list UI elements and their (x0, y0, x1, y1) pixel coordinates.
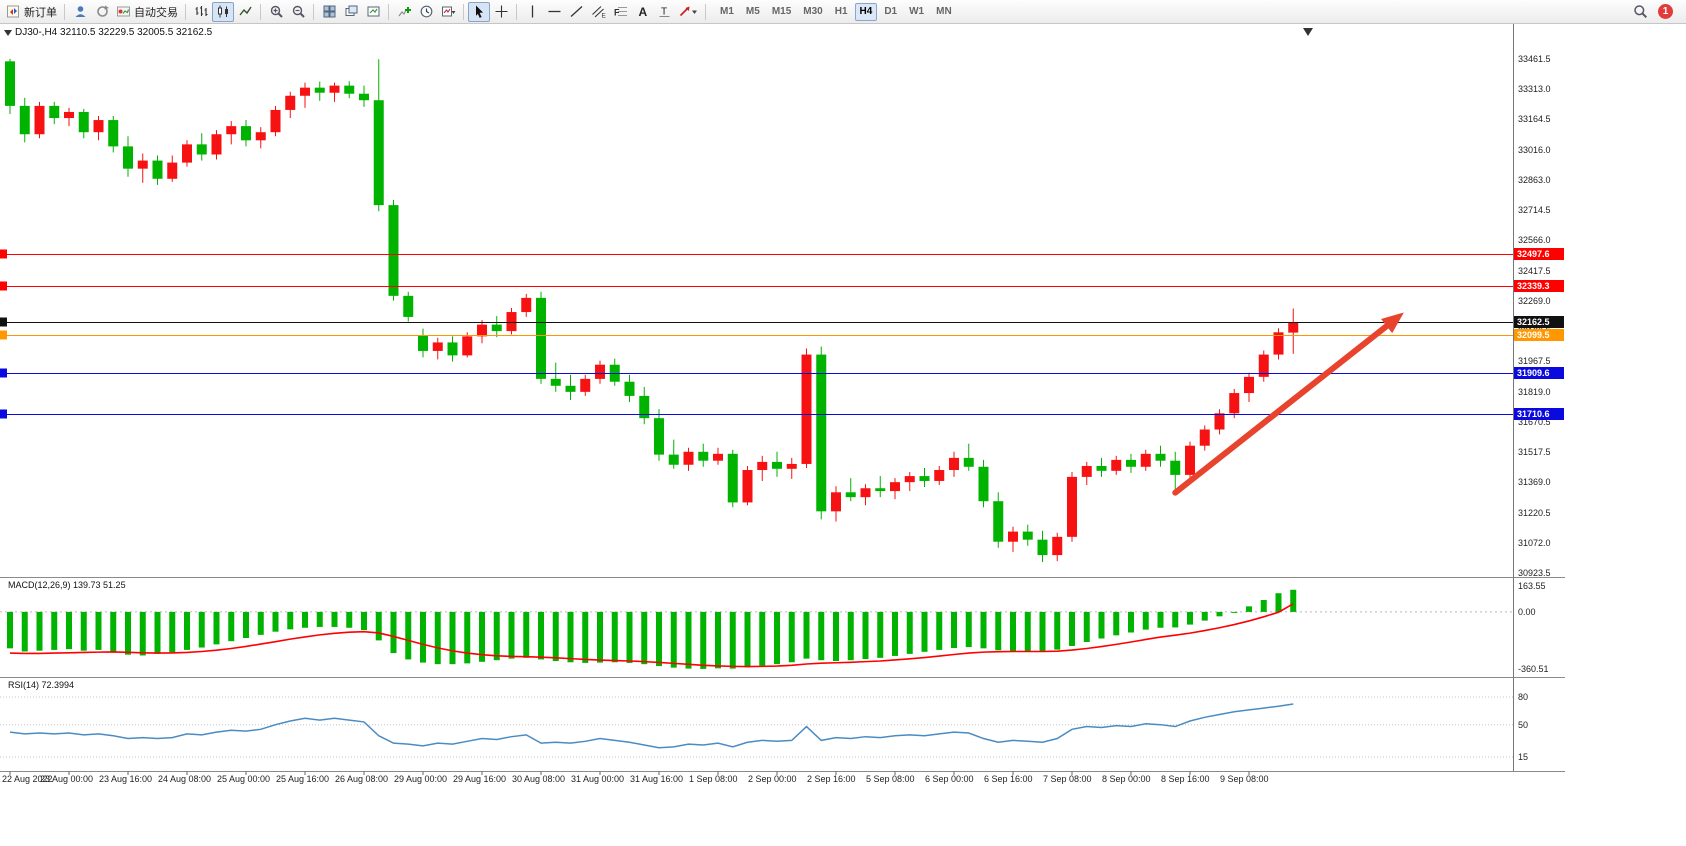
templates-button[interactable] (437, 2, 459, 22)
bar-chart-button[interactable] (190, 2, 212, 22)
channel-icon: E (591, 6, 606, 20)
toolbar-separator (463, 3, 464, 20)
cursor-icon (475, 5, 483, 18)
vertical-line-button[interactable] (521, 2, 543, 22)
cursor-button[interactable] (468, 1, 490, 22)
text-letter: A (638, 5, 647, 19)
search-button[interactable] (1629, 2, 1651, 22)
horizontal-line-button[interactable] (543, 2, 565, 22)
bar-chart-icon (195, 6, 207, 16)
autotrade-label: 自动交易 (134, 6, 178, 19)
templates-icon (441, 6, 455, 17)
text-icon: A (638, 5, 647, 19)
tile-windows-button[interactable] (318, 2, 340, 22)
fibonacci-button[interactable]: F (609, 2, 631, 22)
toolbar-separator (516, 3, 517, 20)
annotations (1172, 28, 1404, 496)
candlesticks (5, 58, 1299, 562)
refresh-icon (96, 5, 109, 17)
trend-arrow-head[interactable] (1381, 312, 1404, 334)
person-icon (75, 6, 85, 17)
line-chart-icon (238, 6, 252, 16)
new-order-icon (7, 5, 19, 18)
panel-frame (0, 24, 1565, 772)
autotrade-button[interactable]: 自动交易 (113, 2, 181, 22)
trendline-button[interactable] (565, 2, 587, 22)
zoom-in-button[interactable] (265, 2, 287, 22)
fibonacci-letter: F (614, 8, 620, 18)
trend-arrow-annotation[interactable] (1172, 321, 1392, 496)
channel-button[interactable]: E (587, 2, 609, 22)
candlestick-chart-icon (217, 5, 228, 18)
notification-badge[interactable]: 1 (1658, 4, 1673, 19)
macd-panel (0, 589, 1513, 669)
indicators-button[interactable] (393, 2, 415, 22)
crosshair-icon (495, 5, 507, 18)
new-order-label: 新订单 (24, 6, 57, 19)
price-tag[interactable]: 31909.6 (1514, 367, 1564, 380)
arrows-tool-icon (679, 6, 697, 17)
cascade-windows-button[interactable] (340, 2, 362, 22)
toolbar-separator (185, 3, 186, 20)
data-refresh-button[interactable] (91, 2, 113, 22)
label-icon: T (659, 7, 669, 18)
autotrade-icon (117, 6, 130, 17)
text-button[interactable]: A (631, 2, 653, 22)
timeframe-button-m5[interactable]: M5 (745, 6, 760, 17)
timeframe-button-w1[interactable]: W1 (909, 6, 925, 17)
time-axis-ticks (9, 771, 1250, 775)
toolbar-separator (705, 3, 706, 20)
price-tag-current[interactable]: 32162.5 (1514, 316, 1564, 329)
candlestick-chart-button[interactable] (212, 1, 234, 22)
toolbar-separator (260, 3, 261, 20)
arrows-tool-button[interactable] (675, 2, 701, 22)
price-tag[interactable]: 32339.3 (1514, 280, 1564, 293)
indicators-icon (398, 7, 411, 17)
community-button[interactable] (69, 2, 91, 22)
timeframe-button-m15[interactable]: M15 (771, 6, 792, 17)
zoom-out-icon (292, 5, 305, 18)
timeframe-group: M1 M5 M15 M30 H1 H4 D1 W1 MN (714, 2, 958, 21)
channel-letter: E (601, 13, 606, 20)
timeframe-button-m1[interactable]: M1 (720, 6, 734, 17)
chart-shift-marker[interactable] (1303, 28, 1313, 36)
toolbar: 新订单 自动交易 (0, 0, 1686, 24)
search-icon (1633, 5, 1647, 19)
arrange-windows-icon (367, 6, 379, 17)
price-tag[interactable]: 31710.6 (1514, 407, 1564, 420)
one-click-trading-toggle[interactable] (4, 30, 12, 36)
horizontal-price-lines (0, 249, 1513, 419)
timeframe-button-d1[interactable]: D1 (884, 6, 898, 17)
line-chart-button[interactable] (234, 2, 256, 22)
label-letter: T (661, 7, 667, 18)
toolbar-separator (313, 3, 314, 20)
trendline-icon (570, 6, 582, 17)
timeframe-button-h4[interactable]: H4 (854, 2, 878, 21)
vertical-line-icon (531, 5, 533, 18)
periods-button[interactable] (415, 2, 437, 22)
cascade-windows-icon (345, 5, 357, 16)
tile-windows-icon (323, 5, 335, 18)
price-tag[interactable]: 32497.6 (1514, 248, 1564, 261)
timeframe-button-mn[interactable]: MN (936, 6, 952, 17)
clock-icon (420, 5, 432, 18)
rsi-panel (0, 696, 1513, 758)
fibonacci-icon: F (614, 7, 627, 18)
horizontal-line-icon (548, 10, 560, 13)
toolbar-separator (388, 3, 389, 20)
zoom-in-icon (270, 5, 283, 18)
toolbar-separator (64, 3, 65, 20)
new-order-button[interactable]: 新订单 (3, 2, 60, 22)
arrange-windows-button[interactable] (362, 2, 384, 22)
label-button[interactable]: T (653, 2, 675, 22)
price-tag[interactable]: 32099.5 (1514, 328, 1564, 341)
toolbar-right: 1 (1629, 2, 1683, 22)
timeframe-button-h1[interactable]: H1 (834, 6, 848, 17)
zoom-out-button[interactable] (287, 2, 309, 22)
crosshair-button[interactable] (490, 2, 512, 22)
timeframe-button-m30[interactable]: M30 (803, 6, 823, 17)
